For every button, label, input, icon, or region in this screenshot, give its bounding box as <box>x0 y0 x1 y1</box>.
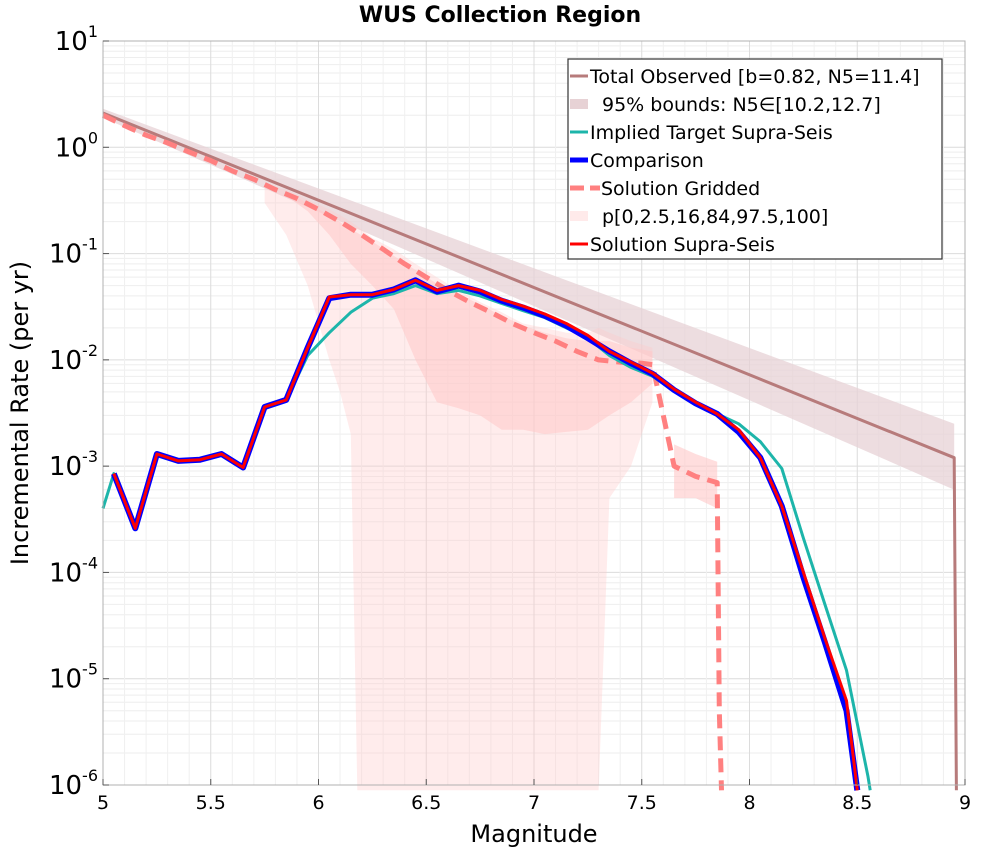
legend-label-percentile-bands: p[0,2.5,16,84,97.5,100] <box>602 206 828 228</box>
y-tick-label: 10-5 <box>49 660 98 695</box>
legend-box <box>567 58 943 260</box>
series-lines <box>101 111 958 791</box>
legend-label-solution-supra: Solution Supra-Seis <box>590 234 775 256</box>
y-tick-label: 10-3 <box>49 447 98 482</box>
series-solution-gridded <box>101 113 724 791</box>
x-tick-label: 9 <box>959 792 971 814</box>
x-axis-label: Magnitude <box>470 820 597 848</box>
x-tick-label: 7.5 <box>627 792 657 814</box>
y-axis-label: Incremental Rate (per yr) <box>6 261 34 565</box>
legend-swatch-percentile <box>570 211 588 221</box>
y-tick-label: 100 <box>55 128 98 163</box>
y-tick-label: 10-2 <box>49 341 98 376</box>
x-tick-label: 8.5 <box>842 792 872 814</box>
legend-swatch-total-bounds <box>570 99 588 109</box>
legend-label-solution-gridded: Solution Gridded <box>601 178 760 200</box>
legend: Total Observed [b=0.82, N5=11.4] 95% boun… <box>567 58 943 260</box>
y-tick-label: 101 <box>55 22 98 57</box>
y-tick-label: 10-6 <box>49 766 98 801</box>
chart-title: WUS Collection Region <box>359 3 641 28</box>
total-observed-bounds-band <box>103 108 955 490</box>
legend-label-comparison: Comparison <box>590 150 704 172</box>
legend-label-implied-target: Implied Target Supra-Seis <box>590 122 833 144</box>
legend-label-total-observed: Total Observed [b=0.82, N5=11.4] <box>589 66 920 88</box>
y-tick-label: 10-1 <box>49 235 98 270</box>
x-tick-label: 8 <box>743 792 755 814</box>
y-axis-ticks: 10-6 10-5 10-4 10-3 10-2 10-1 100 101 <box>49 22 109 801</box>
series-total-observed <box>102 111 958 791</box>
x-tick-label: 6 <box>312 792 324 814</box>
series-solution-supra <box>112 278 859 791</box>
x-tick-label: 6.5 <box>411 792 441 814</box>
percentile-bands <box>103 108 955 791</box>
percentile-band-inner <box>286 191 653 435</box>
x-tick-label: 7 <box>528 792 540 814</box>
y-tick-label: 10-4 <box>49 553 98 588</box>
x-tick-label: 5.5 <box>196 792 226 814</box>
legend-label-total-bounds: 95% bounds: N5∈[10.2,12.7] <box>602 94 881 116</box>
x-tick-label: 5 <box>97 792 109 814</box>
x-axis-ticks: 5 5.5 6 6.5 7 7.5 8 8.5 9 <box>97 779 971 814</box>
